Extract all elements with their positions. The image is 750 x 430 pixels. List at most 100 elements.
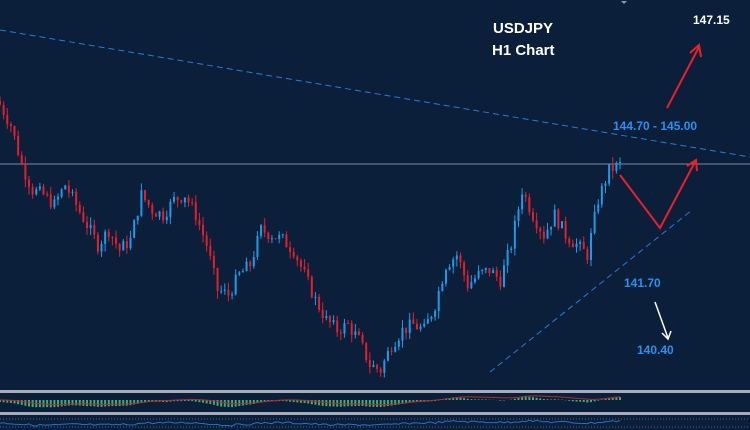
candle <box>296 256 299 261</box>
candle <box>35 189 38 195</box>
candle <box>49 194 52 208</box>
candle <box>441 283 444 292</box>
candle <box>60 189 63 197</box>
candle <box>310 276 313 298</box>
candle <box>448 266 451 270</box>
candle <box>67 185 70 193</box>
candle <box>115 237 118 244</box>
candle <box>249 261 252 267</box>
candle <box>31 186 34 195</box>
candle <box>0 100 1 105</box>
candle <box>604 183 607 186</box>
candle <box>42 186 45 195</box>
candle <box>379 368 382 373</box>
candle <box>328 315 331 323</box>
candle <box>444 269 447 284</box>
candle <box>238 272 241 275</box>
candle <box>162 211 165 221</box>
candle <box>542 231 545 239</box>
candle <box>104 231 107 244</box>
candle <box>401 327 404 341</box>
candle <box>260 225 263 236</box>
candle <box>140 190 143 216</box>
candle <box>64 185 67 190</box>
candle <box>289 247 292 252</box>
candle <box>397 340 400 347</box>
candle <box>183 197 186 203</box>
candle <box>194 202 197 221</box>
macd-signal-line <box>0 395 621 406</box>
candle <box>89 224 92 229</box>
timeframe-title: H1 Chart <box>492 42 555 59</box>
candle <box>267 232 270 240</box>
candle <box>513 220 516 249</box>
candle <box>86 221 89 229</box>
candle <box>357 331 360 335</box>
candle <box>292 251 295 257</box>
candle <box>434 311 437 317</box>
candle <box>343 323 346 334</box>
candle <box>96 234 99 252</box>
candle <box>303 266 306 270</box>
candle <box>173 196 176 202</box>
candle <box>600 185 603 205</box>
candle <box>521 194 524 210</box>
candle <box>205 235 208 246</box>
candle <box>365 342 368 361</box>
candle <box>531 212 534 221</box>
candle <box>405 327 408 333</box>
candle <box>437 291 440 312</box>
candle <box>611 163 614 171</box>
macd-indicator <box>0 395 621 408</box>
candle <box>71 191 74 193</box>
oscillator-line <box>0 419 621 427</box>
candle <box>6 115 9 125</box>
candle <box>452 259 455 267</box>
candle <box>350 323 353 335</box>
candle <box>347 323 350 325</box>
candle <box>619 161 621 163</box>
candle <box>470 282 473 289</box>
candle <box>274 238 277 240</box>
target-down-label: 140.40 <box>637 343 674 357</box>
candle <box>361 334 364 343</box>
candle <box>46 194 49 196</box>
candle <box>82 212 85 222</box>
candle <box>281 234 284 236</box>
candle <box>136 215 139 221</box>
candle <box>129 237 132 249</box>
candle <box>394 346 397 352</box>
candle <box>524 194 527 198</box>
arrow-scenario-red <box>619 43 702 230</box>
candle <box>481 270 484 272</box>
candle <box>495 270 498 277</box>
candle <box>227 289 230 296</box>
candle <box>24 163 27 180</box>
candle <box>506 250 509 266</box>
candle <box>571 243 574 248</box>
candle <box>325 315 328 319</box>
candle <box>336 320 339 333</box>
lower-trendline <box>489 209 693 373</box>
candle <box>202 224 205 236</box>
candle <box>419 326 422 330</box>
candle <box>125 241 128 249</box>
candle <box>9 124 12 127</box>
candle <box>386 350 389 361</box>
candle <box>220 290 223 292</box>
candle <box>557 209 560 229</box>
candle <box>339 332 342 334</box>
candle <box>426 319 429 324</box>
candle <box>586 249 589 260</box>
candle <box>223 289 226 291</box>
candle <box>53 199 56 208</box>
candle <box>582 241 585 250</box>
candle <box>216 268 219 291</box>
candle <box>321 309 324 319</box>
candle <box>466 275 469 289</box>
candle <box>252 256 255 267</box>
candle <box>372 364 375 367</box>
candle <box>107 231 110 237</box>
candle <box>57 196 60 200</box>
candle <box>615 162 618 171</box>
